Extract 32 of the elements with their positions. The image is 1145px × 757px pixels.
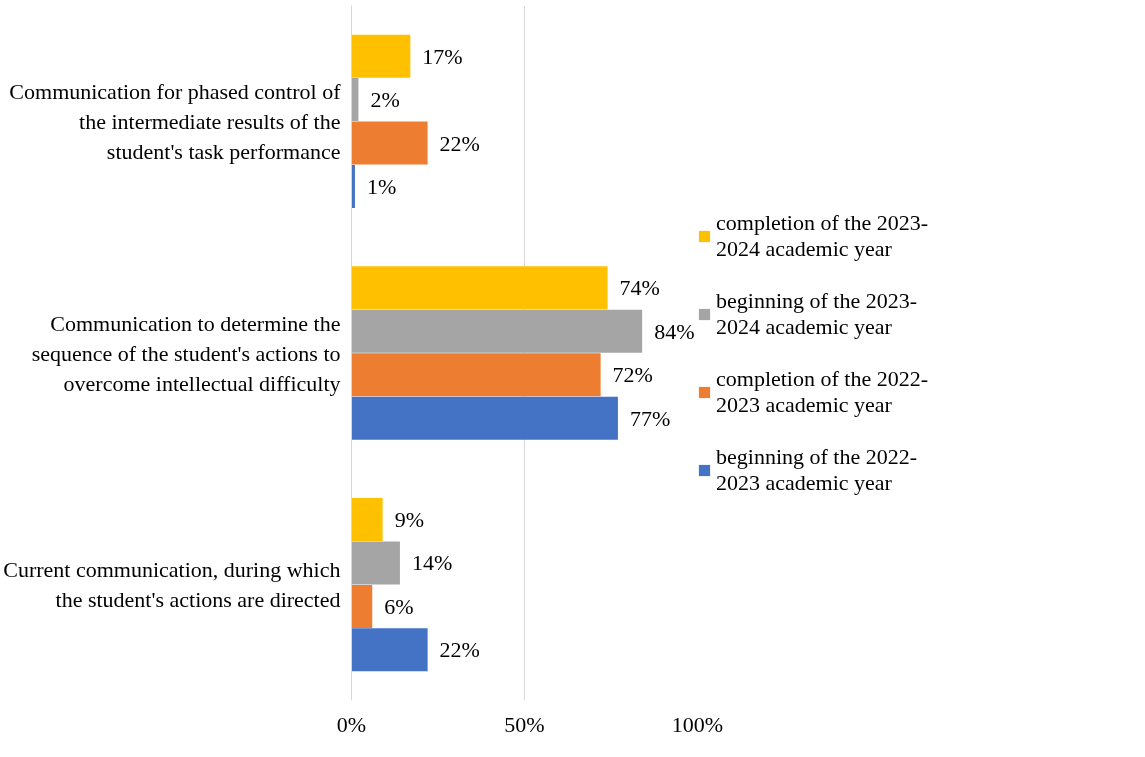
data-label: 77% [629, 405, 671, 431]
legend-label: completion of the 2023-2024 academic year [716, 209, 929, 262]
bar [351, 121, 428, 165]
bar [351, 266, 608, 310]
data-label: 84% [654, 318, 695, 344]
y-tick-label: Communication to determine the sequence of the student's actions to overcome intellectual difficulty [31, 310, 341, 396]
bar [351, 396, 618, 440]
legend-label: beginning of the 2022-2023 academic year [716, 443, 918, 496]
bar [351, 628, 428, 672]
bar [351, 34, 411, 78]
x-tick-label: 0% [336, 711, 367, 737]
data-label: 2% [370, 87, 400, 113]
data-label: 14% [411, 550, 453, 576]
bar [351, 498, 383, 542]
data-label: 17% [422, 43, 463, 69]
data-label: 6% [384, 593, 414, 619]
data-label: 1% [366, 173, 397, 199]
bar [351, 541, 400, 585]
bar [351, 309, 643, 353]
data-label: 9% [394, 507, 424, 533]
x-tick-label: 100% [671, 711, 724, 737]
data-label: 74% [619, 275, 660, 301]
bar [351, 584, 373, 628]
data-label: 22% [439, 637, 480, 663]
legend-label: beginning of the 2023-2024 academic year [716, 287, 918, 340]
data-label: 72% [612, 362, 653, 388]
y-tick-label: Current communication, during which the student's actions are directed [3, 557, 341, 613]
legend-label: completion of the 2022-2023 academic year [716, 365, 929, 418]
bar [351, 353, 601, 397]
data-label: 22% [439, 130, 480, 156]
x-tick-label: 50% [504, 711, 545, 737]
y-tick-label: Communication for phased control of the intermediate results of the student's task performance [9, 78, 342, 164]
